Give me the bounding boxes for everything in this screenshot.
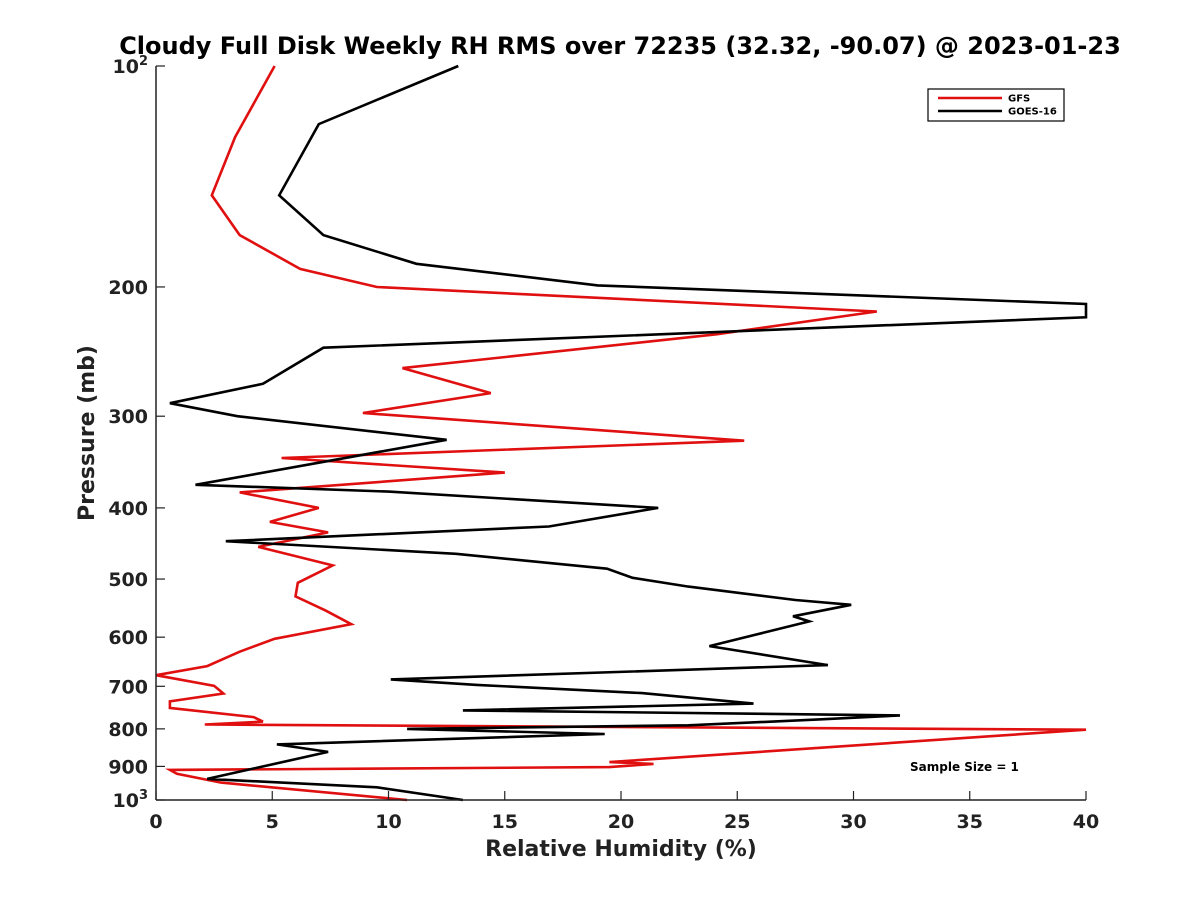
y-tick-label: 103	[113, 788, 149, 812]
plot-area: 0 5 10 15 20 25 30 35 40 102 200 300 400 500 600 700 80…	[108, 54, 1099, 833]
x-tick-label: 0	[149, 811, 162, 833]
legend-label-goes-16: GOES-16	[1008, 107, 1057, 118]
chart-title: Cloudy Full Disk Weekly RH RMS over 7223…	[119, 32, 1121, 60]
y-tick-label: 400	[108, 498, 148, 520]
x-tick-label: 5	[266, 811, 279, 833]
x-tick-label: 35	[957, 811, 983, 833]
x-tick-label: 10	[375, 811, 401, 833]
y-tick-label: 102	[113, 54, 149, 78]
series-layer	[155, 64, 1088, 802]
legend-box	[927, 88, 1065, 122]
y-tick-label: 700	[108, 676, 148, 698]
sample-size-annotation: Sample Size = 1	[910, 760, 1019, 774]
y-tick-label: 800	[108, 719, 148, 741]
y-ticks: 102 200 300 400 500 600 700 800 900 103	[108, 54, 165, 812]
x-axis-label: Relative Humidity (%)	[485, 837, 757, 862]
series-line-goes-16	[169, 64, 1088, 802]
x-tick-label: 15	[492, 811, 518, 833]
y-tick-label: 200	[108, 277, 148, 299]
x-ticks: 0 5 10 15 20 25 30 35 40	[149, 791, 1099, 833]
legend-label-gfs: GFS	[1008, 94, 1030, 105]
y-tick-label: 300	[108, 406, 148, 428]
legend: GFS GOES-16	[927, 88, 1065, 122]
y-axis-label: Pressure (mb)	[75, 345, 100, 521]
y-tick-label: 500	[108, 569, 148, 591]
x-tick-label: 20	[608, 811, 634, 833]
x-tick-label: 40	[1073, 811, 1099, 833]
y-tick-label: 600	[108, 627, 148, 649]
y-tick-label: 900	[108, 756, 148, 778]
x-tick-label: 30	[840, 811, 866, 833]
series-line-gfs	[155, 65, 1087, 802]
x-tick-label: 25	[724, 811, 750, 833]
